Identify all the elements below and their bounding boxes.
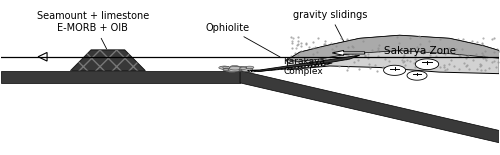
Text: Seamount + limestone
E-MORB + OIB: Seamount + limestone E-MORB + OIB: [37, 11, 149, 49]
Text: Ophiolite: Ophiolite: [206, 23, 280, 57]
Circle shape: [230, 66, 239, 68]
Circle shape: [233, 66, 243, 70]
Circle shape: [241, 68, 252, 71]
Circle shape: [246, 68, 252, 70]
Circle shape: [224, 69, 232, 71]
Polygon shape: [288, 35, 500, 74]
Circle shape: [229, 66, 241, 70]
Circle shape: [228, 67, 240, 71]
Circle shape: [245, 67, 252, 70]
Polygon shape: [240, 71, 500, 143]
Circle shape: [223, 66, 230, 69]
Text: Sakarya Zone: Sakarya Zone: [384, 46, 456, 56]
Circle shape: [232, 68, 241, 71]
Polygon shape: [0, 71, 240, 83]
Polygon shape: [416, 59, 438, 70]
Circle shape: [228, 68, 240, 72]
Circle shape: [240, 67, 247, 69]
Polygon shape: [332, 51, 364, 55]
Circle shape: [219, 66, 229, 69]
Circle shape: [237, 67, 248, 71]
Text: gravity slidings: gravity slidings: [292, 9, 367, 51]
Polygon shape: [288, 35, 500, 61]
Polygon shape: [384, 65, 406, 75]
Polygon shape: [407, 71, 427, 80]
Circle shape: [223, 68, 230, 70]
Polygon shape: [248, 63, 332, 72]
Circle shape: [240, 66, 246, 68]
Circle shape: [242, 68, 252, 71]
Circle shape: [226, 69, 238, 72]
Polygon shape: [250, 55, 360, 71]
Circle shape: [234, 68, 244, 71]
Text: Karakaya
Complex: Karakaya Complex: [283, 57, 325, 76]
Circle shape: [220, 66, 230, 69]
Polygon shape: [70, 50, 146, 71]
Circle shape: [246, 66, 254, 69]
Circle shape: [223, 69, 229, 71]
